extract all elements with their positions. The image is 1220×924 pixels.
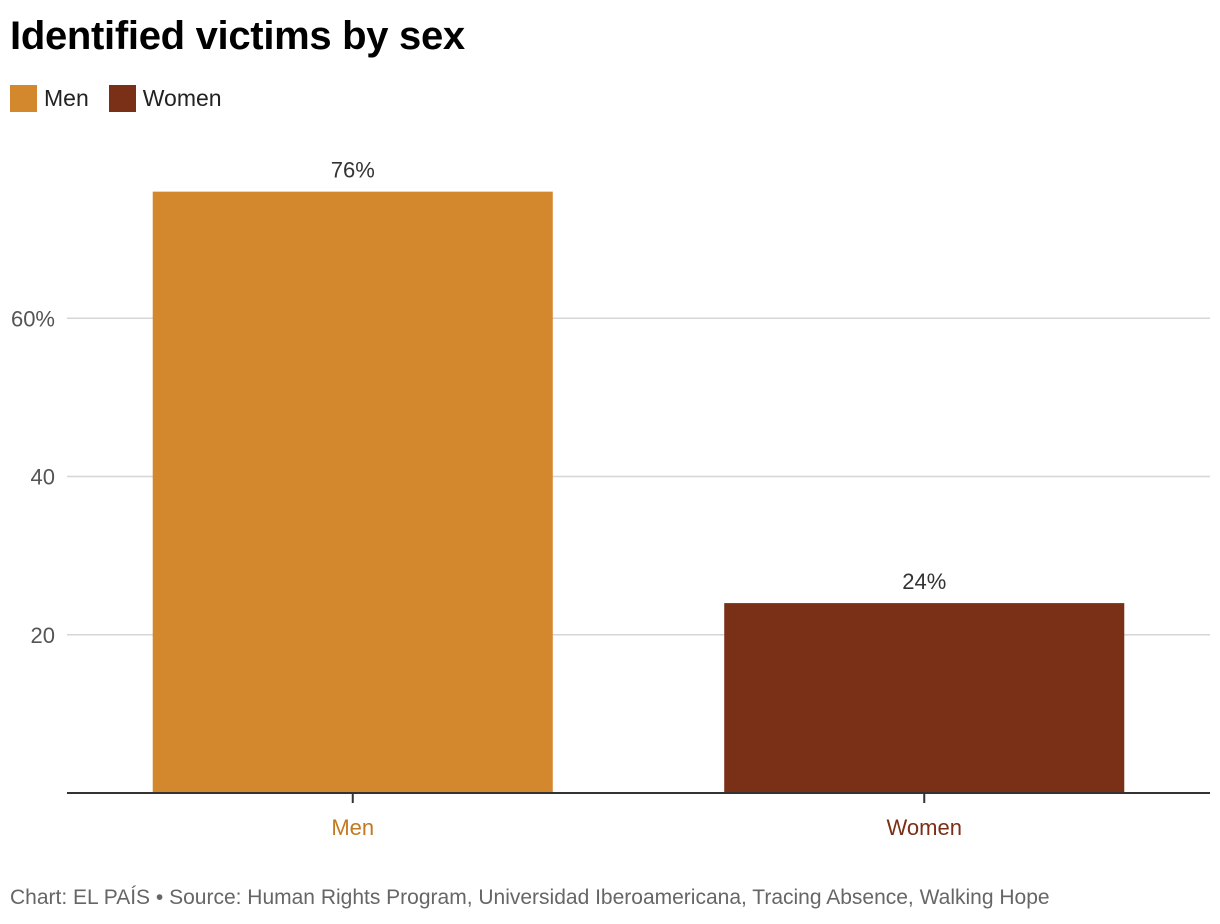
- bar-women: [724, 603, 1125, 793]
- chart-footer-credit: Chart: EL PAÍS • Source: Human Rights Pr…: [10, 886, 1050, 909]
- bar-chart: 20 40 60% 76% Men 24% Women: [11, 158, 1210, 840]
- y-tick-label: 60%: [11, 306, 55, 331]
- y-tick-label: 40: [31, 465, 55, 490]
- legend-label-women: Women: [142, 84, 222, 111]
- bar-men: [152, 191, 553, 793]
- data-label: 76%: [331, 158, 375, 183]
- legend-label-men: Men: [44, 84, 89, 111]
- data-label: 24%: [902, 569, 946, 594]
- x-tick-label: Women: [887, 815, 962, 840]
- legend-swatch-men: [10, 84, 37, 112]
- chart-title: Identified victims by sex: [10, 14, 465, 58]
- x-tick-label: Men: [331, 815, 374, 840]
- bars: [152, 191, 1125, 793]
- y-tick-label: 20: [31, 623, 55, 648]
- chart-legend: Men Women: [10, 84, 242, 112]
- labels: 20 40 60% 76% Men 24% Women: [11, 158, 962, 840]
- legend-item-women: Women: [108, 84, 222, 112]
- legend-item-men: Men: [10, 84, 89, 112]
- legend-swatch-women: [108, 84, 136, 112]
- x-axis: [67, 792, 1210, 803]
